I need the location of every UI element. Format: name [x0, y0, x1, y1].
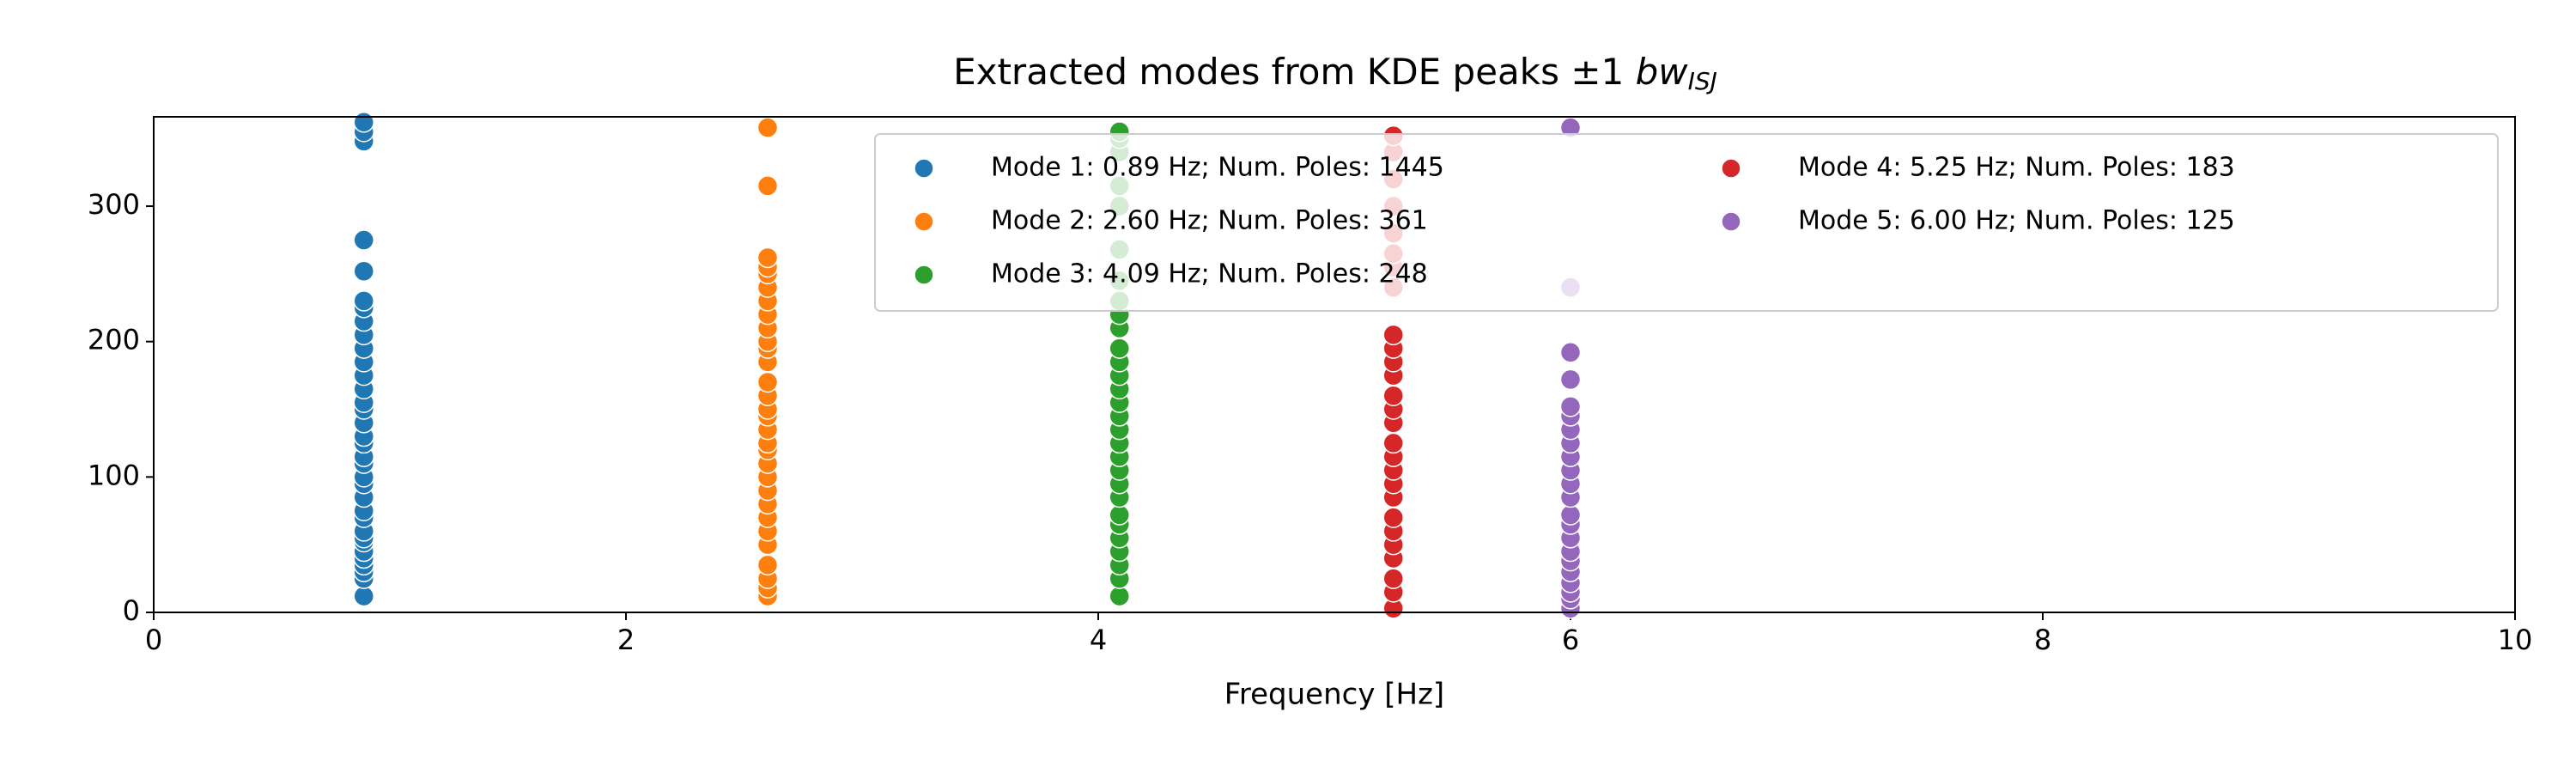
- scatter-point: [1559, 504, 1582, 526]
- y-tick-label: 0: [123, 594, 140, 627]
- title-text: Extracted modes from KDE peaks ±1: [953, 51, 1624, 93]
- legend-marker: [914, 158, 934, 179]
- legend-marker: [914, 211, 934, 232]
- scatter-point: [1109, 585, 1130, 607]
- scatter-point: [353, 290, 374, 312]
- scatter-point: [353, 260, 374, 282]
- scatter-point: [756, 554, 779, 576]
- scatter-point: [756, 371, 779, 393]
- scatter-point: [353, 112, 374, 133]
- scatter-point: [353, 229, 374, 251]
- scatter-point: [756, 117, 779, 138]
- scatter-point: [756, 175, 779, 197]
- legend-marker: [1721, 211, 1741, 232]
- legend-text: Mode 3: 4.09 Hz; Num. Poles: 248: [991, 259, 1428, 289]
- scatter-point: [1559, 368, 1582, 391]
- legend: Mode 1: 0.89 Hz; Num. Poles: 1445 Mode 2:…: [874, 133, 2499, 312]
- x-tick-label: 2: [617, 624, 635, 656]
- plot-frame: [153, 116, 2516, 613]
- scatter-point: [353, 585, 374, 607]
- scatter-point: [1109, 504, 1130, 526]
- scatter-point: [1559, 396, 1582, 417]
- legend-text: Mode 5: 6.00 Hz; Num. Poles: 125: [1798, 206, 2235, 236]
- y-tick-label: 100: [88, 459, 140, 491]
- legend-box: [874, 133, 2499, 312]
- legend-marker: [914, 265, 934, 285]
- y-tick-label: 300: [88, 188, 140, 221]
- legend-marker: [1721, 158, 1741, 179]
- x-tick-label: 8: [2034, 624, 2051, 656]
- legend-text: Mode 2: 2.60 Hz; Num. Poles: 361: [991, 206, 1428, 236]
- x-tick-label: 4: [1090, 624, 1107, 656]
- scatter-point: [756, 247, 779, 269]
- legend-text: Mode 1: 0.89 Hz; Num. Poles: 1445: [991, 153, 1444, 183]
- scatter-point: [1382, 385, 1404, 407]
- scatter-point: [1382, 507, 1404, 528]
- x-tick-label: 0: [145, 624, 162, 656]
- title-math: bw: [1636, 51, 1689, 93]
- y-tick-label: 200: [88, 324, 140, 356]
- x-axis-label: Frequency [Hz]: [1224, 678, 1444, 712]
- scatter-point: [1382, 568, 1404, 589]
- legend-text: Mode 4: 5.25 Hz; Num. Poles: 183: [1798, 153, 2235, 183]
- chart-title: Extracted modes from KDE peaks ±1 bwISJ: [953, 51, 1717, 96]
- x-tick-label: 6: [1562, 624, 1579, 656]
- x-tick-label: 10: [2498, 624, 2533, 656]
- scatter-point: [1382, 324, 1404, 346]
- scatter-point: [1559, 342, 1582, 363]
- scatter-point: [1382, 432, 1404, 454]
- title-subscript: ISJ: [1688, 67, 1717, 95]
- scatter-point: [1109, 338, 1130, 359]
